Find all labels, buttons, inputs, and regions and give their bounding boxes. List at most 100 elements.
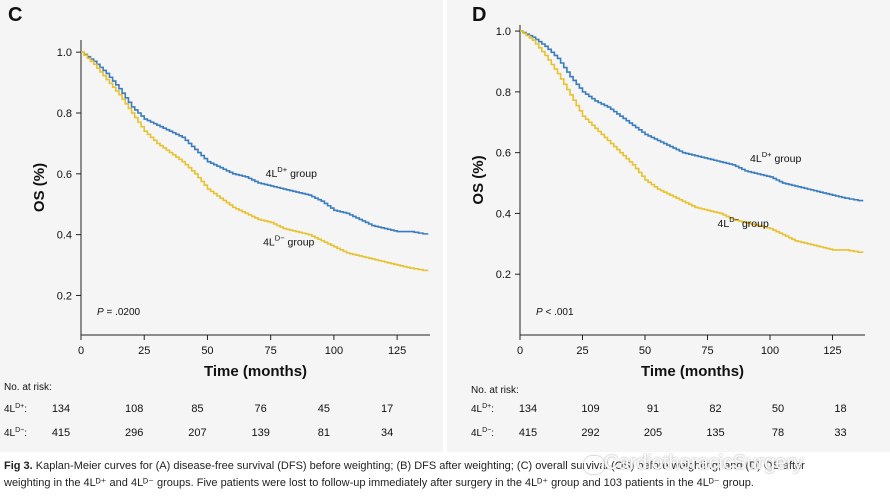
x-tick-label: 50: [201, 345, 213, 357]
watermark-text: CardiothoracicSurgery: [604, 452, 803, 474]
risk-count: 207: [188, 427, 206, 439]
risk-count: 139: [251, 427, 269, 439]
risk-count: 33: [834, 427, 846, 439]
panel-c-background: [0, 0, 443, 452]
risk-table-title: No. at risk:: [471, 385, 519, 396]
y-tick-label: 0.4: [57, 230, 72, 242]
series-label-dminus: 4LD− group: [718, 215, 769, 230]
series-label-dplus: 4LD+ group: [266, 165, 317, 180]
risk-count: 109: [581, 403, 599, 415]
series-label-dplus: 4LD+ group: [750, 150, 801, 165]
series-label-dminus-sup: D−: [275, 233, 285, 242]
series-label-dminus-suffix: group: [739, 218, 769, 230]
p-value-rest: < .001: [543, 307, 574, 318]
series-label-dminus-base: 4L: [718, 218, 730, 230]
risk-row-label-base: 4L: [471, 428, 483, 439]
x-tick-label: 25: [576, 345, 588, 357]
series-line-dminus: [520, 30, 864, 253]
caption-line-2: weighting in the 4Lᴰ⁺ and 4Lᴰ⁻ groups. F…: [4, 477, 754, 489]
risk-count: 18: [834, 403, 846, 415]
risk-count: 82: [709, 403, 721, 415]
risk-row-label-sup: D+: [482, 403, 491, 410]
p-value-annotation: P = .0200: [97, 307, 141, 318]
risk-count: 134: [519, 403, 537, 415]
km-chart-c: 0.2 0.4 0.6 0.8 1.0 0 25 50 75 100 125 Time (months…: [4, 40, 430, 439]
x-axis-title: Time (months): [641, 363, 744, 380]
caption-label: Fig 3.: [4, 460, 33, 472]
risk-count: 205: [644, 427, 662, 439]
risk-row-label-dplus: 4LD+:: [471, 403, 494, 415]
risk-count: 135: [706, 427, 724, 439]
risk-count: 134: [52, 403, 70, 415]
series-label-dminus-base: 4L: [263, 236, 275, 248]
series-label-dplus-suffix: group: [772, 153, 802, 165]
risk-row-label-base: 4L: [4, 428, 16, 439]
risk-count: 292: [581, 427, 599, 439]
figure-caption: Fig 3. Kaplan-Meier curves for (A) disea…: [4, 458, 884, 492]
series-label-dminus-sup: D−: [729, 215, 739, 224]
y-tick-label: 1.0: [57, 47, 72, 59]
series-line-dplus: [81, 51, 429, 235]
risk-row-label-dminus: 4LD−:: [471, 427, 494, 439]
y-tick-label: 0.2: [496, 269, 511, 281]
x-tick-label: 100: [325, 345, 343, 357]
series-label-dplus-suffix: group: [287, 168, 317, 180]
caption-line-1: Kaplan-Meier curves for (A) disease-free…: [32, 460, 805, 472]
risk-count: 78: [772, 427, 784, 439]
series-line-dplus: [520, 30, 864, 202]
risk-count: 34: [381, 427, 393, 439]
risk-count: 45: [318, 403, 330, 415]
risk-row-label-dminus: 4LD−:: [4, 427, 27, 439]
y-tick-label: 0.8: [496, 87, 511, 99]
risk-count: 91: [647, 403, 659, 415]
y-tick-label: 0.8: [57, 108, 72, 120]
x-tick-label: 75: [265, 345, 277, 357]
x-axis-title: Time (months): [204, 363, 307, 380]
series-label-dminus: 4LD− group: [263, 233, 314, 248]
series-label-dminus-suffix: group: [285, 236, 315, 248]
series-label-dplus-sup: D+: [277, 165, 287, 174]
y-tick-label: 0.4: [496, 208, 511, 220]
x-tick-label: 125: [388, 345, 406, 357]
y-tick-label: 0.6: [57, 169, 72, 181]
x-tick-label: 0: [517, 345, 523, 357]
km-chart-d: 0.2 0.4 0.6 0.8 1.0 0 25 50 75 100 125 Time (months…: [470, 25, 865, 439]
risk-row-label-suffix: :: [24, 404, 27, 415]
risk-count: 17: [381, 403, 393, 415]
series-label-dplus-base: 4L: [750, 153, 762, 165]
x-tick-label: 100: [761, 345, 779, 357]
risk-row-label-suffix: :: [491, 428, 494, 439]
wechat-icon: [584, 456, 604, 474]
y-axis-title: OS (%): [470, 155, 487, 204]
risk-row-label-suffix: :: [24, 428, 27, 439]
risk-table-title: No. at risk:: [4, 382, 52, 393]
risk-count: 85: [191, 403, 203, 415]
risk-row-label-sup: D+: [15, 403, 24, 410]
panel-d-letter: D: [472, 4, 487, 26]
risk-row-label-sup: D−: [15, 427, 24, 434]
x-tick-label: 75: [701, 345, 713, 357]
y-tick-label: 0.6: [496, 148, 511, 160]
risk-count: 296: [125, 427, 143, 439]
risk-count: 81: [318, 427, 330, 439]
x-tick-label: 50: [639, 345, 651, 357]
series-label-dplus-sup: D+: [762, 150, 772, 159]
p-value-italic: P: [97, 307, 104, 318]
risk-row-label-dplus: 4LD+:: [4, 403, 27, 415]
x-tick-label: 25: [138, 345, 150, 357]
risk-row-label-suffix: :: [491, 404, 494, 415]
risk-count: 415: [52, 427, 70, 439]
panel-c-letter: C: [8, 4, 23, 26]
risk-count: 50: [772, 403, 784, 415]
p-value-annotation: P < .001: [536, 307, 574, 318]
risk-count: 76: [255, 403, 267, 415]
x-tick-label: 0: [78, 345, 84, 357]
y-axis-title: OS (%): [31, 163, 48, 212]
series-label-dplus-base: 4L: [266, 168, 278, 180]
p-value-rest: = .0200: [104, 307, 141, 318]
x-tick-label: 125: [823, 345, 841, 357]
y-tick-label: 1.0: [496, 26, 511, 38]
risk-row-label-base: 4L: [471, 404, 483, 415]
y-tick-label: 0.2: [57, 290, 72, 302]
risk-row-label-sup: D−: [482, 427, 491, 434]
